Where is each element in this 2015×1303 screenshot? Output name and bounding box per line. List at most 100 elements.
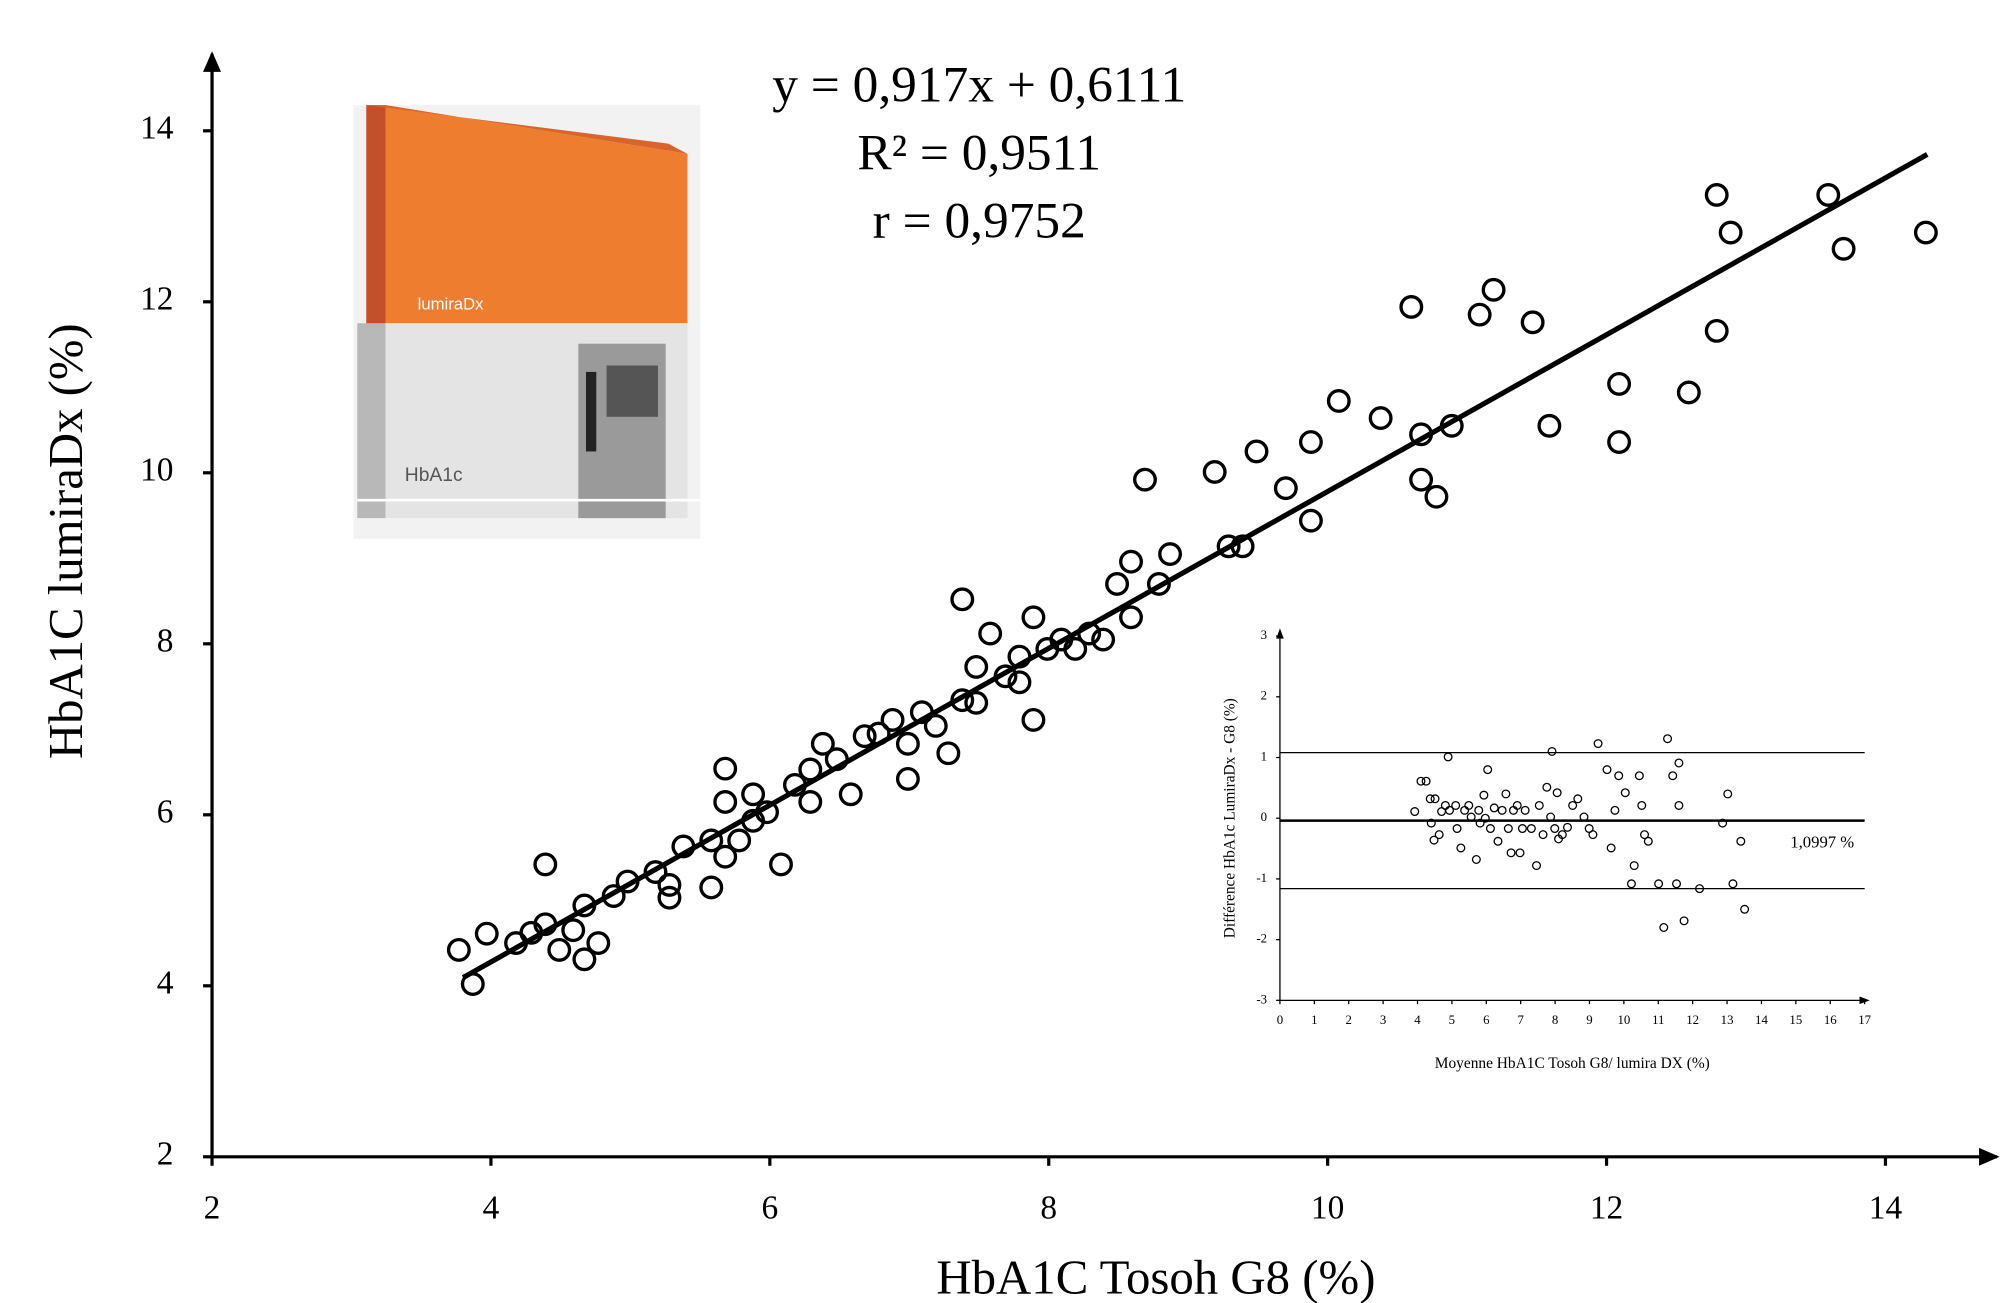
point [533, 852, 558, 877]
point [978, 621, 1003, 646]
point [1326, 389, 1351, 413]
x-tick-label: 17 [1858, 1013, 1871, 1027]
point [1520, 805, 1530, 815]
point [810, 731, 835, 756]
point [1230, 534, 1255, 559]
point [1629, 861, 1639, 871]
point [1119, 549, 1143, 574]
point [561, 918, 586, 943]
point [1460, 805, 1470, 815]
point [1489, 803, 1499, 813]
x-tick-label: 12 [1590, 1189, 1623, 1226]
product-photo: lumiraDx HbA1c [353, 105, 701, 539]
point [713, 790, 738, 814]
point [1718, 818, 1728, 828]
point [798, 790, 823, 814]
point [1077, 621, 1102, 646]
box-top [385, 105, 688, 324]
point [950, 587, 975, 612]
y-tick-label: -2 [1256, 932, 1267, 946]
point [1718, 220, 1743, 245]
point [1913, 220, 1938, 245]
x-tick-label: 2 [1346, 1013, 1352, 1027]
point [1728, 879, 1738, 889]
point [601, 884, 626, 908]
point [1634, 771, 1644, 781]
y-tick-label: 12 [140, 280, 173, 317]
point [1481, 277, 1506, 302]
point [1517, 824, 1527, 834]
point [1588, 830, 1598, 840]
box-front-side [357, 323, 386, 519]
x-tick-label: 1 [1311, 1013, 1317, 1027]
point [727, 828, 752, 853]
point [1298, 508, 1323, 533]
point [1416, 776, 1426, 786]
point [923, 713, 948, 738]
point [1409, 422, 1434, 447]
y-tick-label: 0 [1261, 810, 1267, 824]
point [1579, 812, 1589, 822]
point [1704, 318, 1729, 343]
point [1424, 484, 1449, 509]
y-tick-label: 2 [1261, 689, 1267, 703]
x-tick-label: 7 [1517, 1013, 1524, 1027]
x-tick-label: 4 [483, 1189, 500, 1226]
point [895, 731, 920, 756]
point [1091, 627, 1116, 652]
point [1119, 605, 1143, 630]
x-tick-label: 11 [1652, 1013, 1664, 1027]
x-tick-label: 5 [1449, 1013, 1455, 1027]
point [1659, 923, 1669, 932]
point [1244, 439, 1269, 464]
point [713, 756, 738, 781]
x-tick-label: 12 [1686, 1013, 1699, 1027]
point [1021, 707, 1046, 732]
point [769, 852, 793, 877]
x-tick-label: 13 [1721, 1013, 1734, 1027]
point [1607, 430, 1632, 454]
point [1501, 789, 1511, 799]
point [1526, 824, 1536, 834]
y-tick-label: 2 [157, 1135, 174, 1172]
y-axis-arrow [1276, 628, 1284, 639]
point [1547, 746, 1557, 756]
point [1493, 836, 1503, 846]
point [1542, 782, 1552, 792]
point [1520, 310, 1545, 335]
point [1434, 830, 1444, 840]
point [1736, 836, 1746, 846]
point [547, 937, 572, 962]
point [1216, 534, 1241, 559]
x-tick-label: 6 [1483, 1013, 1490, 1027]
point [1668, 771, 1678, 781]
point [1007, 644, 1032, 669]
point [782, 772, 807, 797]
strips [606, 365, 658, 417]
point [1451, 800, 1461, 810]
point [1467, 302, 1492, 327]
point [1497, 805, 1507, 815]
point [474, 921, 499, 946]
point [993, 664, 1018, 689]
x-axis-label: Moyenne HbA1C Tosoh G8/ lumira DX (%) [1435, 1055, 1710, 1072]
point [643, 860, 668, 885]
point [880, 707, 905, 732]
point [852, 724, 877, 749]
y-tick-label: 3 [1261, 628, 1267, 642]
strip [585, 371, 597, 452]
point [1133, 467, 1157, 492]
y-axis-arrow [203, 51, 222, 72]
x-tick-label: 3 [1380, 1013, 1386, 1027]
point [1573, 794, 1583, 804]
fit-line [461, 152, 1929, 980]
point [1298, 430, 1323, 454]
point [1471, 855, 1481, 864]
point [586, 931, 611, 955]
y-axis-label: HbA1C lumiraDx (%) [39, 323, 93, 759]
point [1831, 236, 1856, 261]
point [1626, 879, 1636, 889]
point [1503, 824, 1513, 834]
point [1552, 788, 1562, 798]
point [1672, 879, 1682, 889]
